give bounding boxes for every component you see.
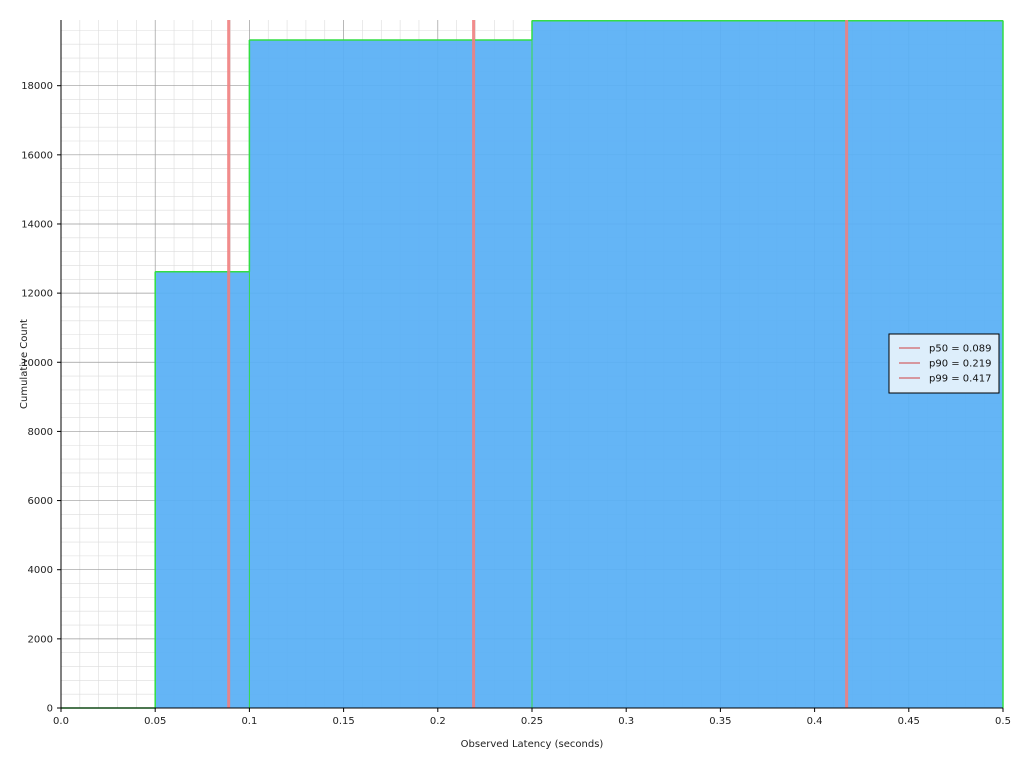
legend: p50 = 0.089 p90 = 0.219 p99 = 0.417 [888,333,1000,394]
x-tick-label: 0.2 [430,716,446,727]
x-tick-label: 0.35 [709,716,731,727]
y-tick-label: 6000 [28,496,53,507]
y-tick-label: 14000 [21,219,53,230]
bucket-bar [249,40,532,709]
legend-entry: p50 = 0.089 [929,344,991,355]
percentile-lines [227,20,849,708]
y-tick-labels: 0 2000 4000 6000 8000 10000 12000 14000 16000 180… [21,81,61,715]
x-tick-label: 0.45 [898,716,920,727]
y-tick-label: 18000 [21,81,53,92]
x-tick-label: 0.05 [144,716,166,727]
x-tick-label: 0.1 [241,716,257,727]
x-tick-label: 0.3 [618,716,634,727]
x-tick-labels: 0.0 0.05 0.1 0.15 0.2 0.25 0.3 0.35 0.4 0.45 0.5 [53,708,1011,727]
legend-entry: p90 = 0.219 [929,359,991,370]
y-tick-label: 2000 [28,634,53,645]
x-tick-label: 0.5 [995,716,1011,727]
y-tick-label: 8000 [28,427,53,438]
y-tick-label: 12000 [21,289,53,300]
y-tick-label: 10000 [21,358,53,369]
x-axis-title: Observed Latency (seconds) [461,739,604,750]
legend-entry: p99 = 0.417 [929,374,991,385]
x-tick-label: 0.4 [807,716,823,727]
y-tick-label: 0 [47,704,53,715]
y-axis-title: Cumulative Count [19,319,30,409]
y-tick-label: 4000 [28,565,53,576]
y-tick-label: 16000 [21,150,53,161]
bucket-bars [61,19,1004,709]
x-tick-label: 0.15 [332,716,354,727]
x-tick-label: 0.25 [521,716,543,727]
x-tick-label: 0.0 [53,716,69,727]
bucket-bar [155,271,250,708]
